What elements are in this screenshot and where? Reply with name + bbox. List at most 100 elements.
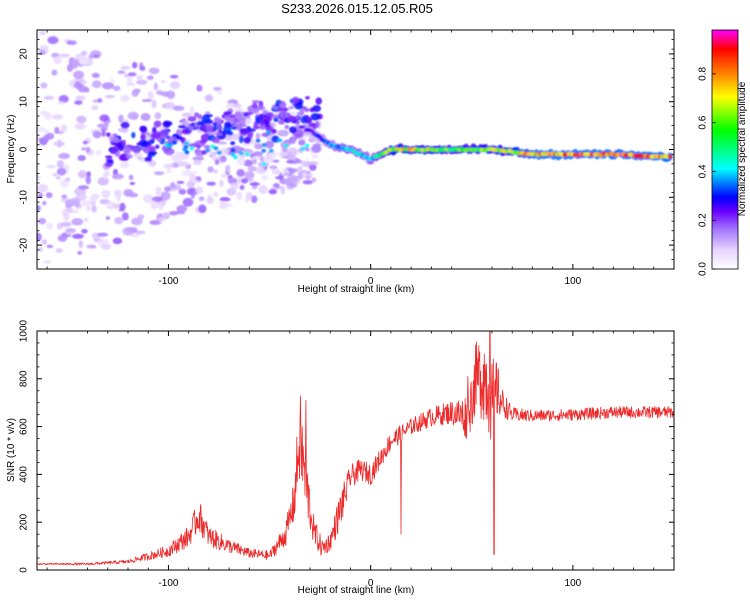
spectrogram-cell: [39, 30, 47, 36]
spectrogram-cell: [60, 221, 72, 227]
spectrogram-cell: [39, 44, 49, 51]
spectrogram-cell: [258, 185, 268, 194]
spectrogram-cell: [212, 86, 222, 91]
spectrogram-cell: [112, 133, 118, 137]
spectrogram-cell: [85, 175, 92, 185]
spectrogram-cell: [140, 113, 151, 121]
spectrogram-cell: [277, 151, 289, 158]
spectrogram-cell: [230, 141, 236, 146]
spectrogram-cell: [81, 147, 86, 151]
spectrogram-cell: [38, 217, 47, 225]
spectrogram-cell: [60, 124, 68, 133]
spectrogram-cell: [288, 106, 294, 110]
snr-panel: -100 0 100 0 200 400 600 800 1000 Height of str…: [6, 319, 675, 596]
spectrogram-cell: [121, 212, 129, 221]
spectrogram-cell: [37, 246, 43, 252]
spectrogram-cell: [667, 154, 673, 159]
spectrogram-cell: [301, 160, 310, 168]
spectrogram-cell: [117, 70, 126, 74]
spectrogram-cell: [235, 111, 241, 118]
spectrogram-cell: [311, 154, 319, 159]
spectrogram-cell: [238, 151, 244, 156]
spectrogram-cell: [279, 102, 287, 109]
spectrogram-cell: [237, 117, 246, 125]
figure-title: S233.2026.015.12.05.R05: [281, 1, 433, 16]
spectrogram-cell: [315, 120, 320, 129]
spectrogram-cell: [277, 129, 290, 137]
spectrogram-cell: [37, 183, 49, 193]
spectrogram-cell: [65, 228, 76, 233]
spectrogram-cell: [160, 80, 166, 84]
spectrogram-cell: [271, 168, 281, 175]
spectrogram-cell: [111, 138, 121, 143]
spectrogram-cell: [236, 176, 243, 185]
spectrogram-cell: [255, 105, 265, 111]
spectrogram-cell: [206, 181, 217, 186]
spectrogram-cell: [231, 123, 240, 127]
spectrogram-cell: [252, 102, 258, 109]
spectrogram-cell: [131, 89, 139, 98]
spectrogram-cell: [56, 160, 65, 169]
spectrogram-cell: [85, 146, 91, 154]
spectrogram-cell: [243, 159, 254, 167]
spectrogram-cell: [96, 98, 103, 103]
spectrogram-cell: [106, 132, 111, 137]
spectrogram-cell: [136, 74, 143, 80]
spectrogram-cell: [46, 222, 54, 230]
spectrogram-cell: [206, 196, 214, 204]
spectrogram-cell: [283, 172, 289, 177]
spectrogram-cell: [51, 114, 63, 120]
spectrogram-cell: [302, 180, 313, 185]
spectrogram-cell: [47, 36, 59, 45]
spectrogram-cell: [148, 67, 160, 75]
spectrogram-cell: [249, 182, 261, 186]
spectrogram-cell: [172, 105, 185, 111]
spectrogram-cell: [243, 111, 253, 116]
spectrogram-cell: [135, 79, 148, 85]
spectrogram-cell: [120, 121, 130, 129]
spectrogram-cell: [118, 153, 128, 162]
spectrogram-cell: [290, 138, 296, 144]
spectrogram-cell: [286, 159, 294, 164]
spectrogram-cell: [297, 165, 303, 172]
spectrogram-cell: [277, 138, 283, 143]
spectrogram-cell: [105, 216, 111, 220]
spectrogram-cell: [181, 112, 192, 118]
spectrogram-cell: [140, 134, 147, 141]
spectrogram-cell: [153, 131, 161, 139]
spectrogram-cell: [262, 110, 268, 115]
spectrogram-cell: [37, 174, 41, 181]
spectrogram-cell: [120, 65, 131, 70]
spectrogram-cell: [265, 111, 274, 118]
y-tick-label: 1000: [19, 319, 30, 342]
spectrogram-cell: [118, 208, 125, 212]
spectrogram-cell: [155, 186, 162, 196]
spectrogram-cell: [245, 191, 253, 200]
spectrogram-cell: [196, 121, 205, 126]
spectrogram-cell: [291, 159, 303, 164]
spectrogram-cell: [53, 56, 62, 65]
spectrogram-cell: [182, 147, 188, 152]
spectrogram-cell: [278, 119, 285, 125]
spectrogram-cell: [154, 112, 162, 120]
spectrogram-cell: [129, 181, 136, 186]
spectrogram-x-ticks: -100 0 100: [46, 30, 655, 287]
spectrogram-cell: [216, 141, 227, 145]
spectrogram-cell: [117, 127, 129, 133]
spectrogram-cell: [41, 239, 48, 245]
spectrogram-cell: [189, 146, 195, 151]
spectrogram-cell: [104, 161, 113, 168]
spectrogram-cell: [273, 117, 279, 123]
spectrogram-cell: [92, 131, 102, 139]
spectrogram-cell: [72, 233, 84, 239]
spectrogram-cell: [144, 157, 149, 162]
spectrogram-cell: [57, 139, 62, 148]
spectrogram-cell: [81, 228, 88, 234]
spectrogram-cell: [77, 251, 83, 255]
spectrogram-cell: [112, 237, 123, 245]
spectrogram-cell: [112, 85, 121, 91]
spectrogram-cell: [251, 195, 258, 204]
spectrogram-cell: [193, 112, 200, 118]
spectrogram-cell: [162, 120, 171, 129]
spectrogram-cell: [81, 200, 92, 207]
